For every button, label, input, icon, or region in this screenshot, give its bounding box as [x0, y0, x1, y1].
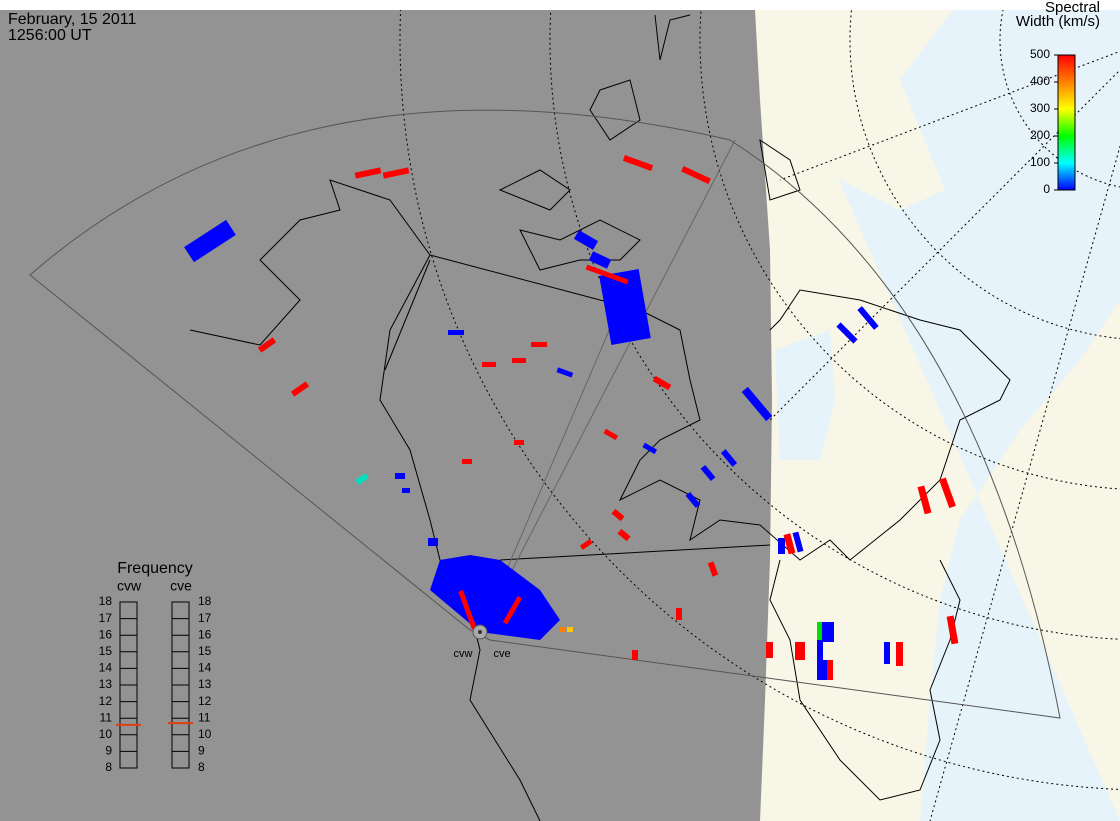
gauge-tick-label: 10 — [99, 727, 113, 741]
station-label: cvw — [454, 648, 473, 660]
gauge-tick-label: 13 — [99, 677, 113, 691]
colorbar-tick-label: 100 — [1030, 155, 1050, 169]
gauge-tick-label: 11 — [198, 710, 211, 724]
gauge-tick-label: 8 — [198, 760, 205, 774]
gauge-tick-label: 17 — [99, 611, 113, 625]
gauge-tick-label: 15 — [198, 644, 212, 658]
gauge-tick-label: 12 — [99, 694, 113, 708]
gauge-tick-label: 10 — [198, 727, 212, 741]
greenland — [760, 0, 960, 210]
radar-cells — [184, 155, 959, 680]
gauge-tick-label: 18 — [99, 594, 113, 608]
gauge-tick-label: 14 — [198, 661, 212, 675]
gauge-tick-label: 9 — [105, 744, 112, 758]
gauge-tick-label: 11 — [100, 710, 113, 724]
radar-name: cve — [170, 578, 192, 594]
colorbar-tick-label: 300 — [1030, 101, 1050, 115]
top-strip — [0, 0, 1120, 10]
gauge-tick-label: 18 — [198, 594, 212, 608]
gauge-tick-label: 12 — [198, 694, 212, 708]
gauge-tick-label: 16 — [99, 627, 113, 641]
gauge-tick-label: 9 — [198, 744, 205, 758]
frequency-title: Frequency — [117, 560, 193, 577]
colorbar-tick-label: 200 — [1030, 128, 1050, 142]
colorbar-tick-label: 500 — [1030, 47, 1050, 61]
station-label: cve — [493, 648, 510, 660]
hudson-bay — [775, 330, 835, 460]
date: February, 15 2011 — [8, 11, 136, 28]
radar-name: cvw — [117, 578, 142, 594]
nightside — [0, 10, 772, 821]
colorbar-tick-label: 400 — [1030, 74, 1050, 88]
gauge-tick-label: 17 — [198, 611, 212, 625]
gauge-tick-label: 8 — [105, 760, 112, 774]
legends: 0 100 200 300 400 500 cvw 8 9 10 11 12 13 14 15 16 17 18 c… — [99, 47, 1076, 774]
colorbar-title: Width (km/s) — [1016, 13, 1100, 30]
field-of-view — [29, 109, 1061, 719]
grid-circles — [399, 0, 1120, 821]
time: 1256:00 UT — [8, 27, 92, 44]
gauge-tick-label: 15 — [99, 644, 113, 658]
colorbar — [1057, 54, 1076, 191]
station-marker — [478, 630, 482, 634]
colorbar-title: Spectral — [1045, 0, 1100, 16]
gauge-tick-label: 13 — [198, 677, 212, 691]
ocean — [760, 0, 1120, 821]
gauge-tick-label: 14 — [99, 661, 113, 675]
colorbar-tick-label: 0 — [1043, 182, 1050, 196]
gauge-tick-label: 16 — [198, 627, 212, 641]
